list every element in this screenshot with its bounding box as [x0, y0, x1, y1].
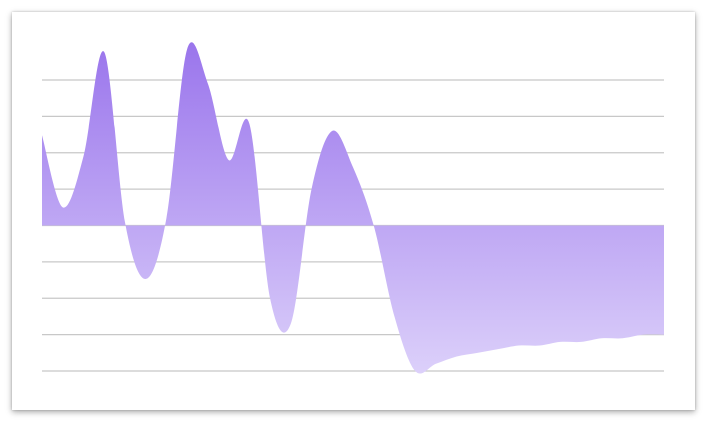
area-series — [42, 42, 664, 374]
